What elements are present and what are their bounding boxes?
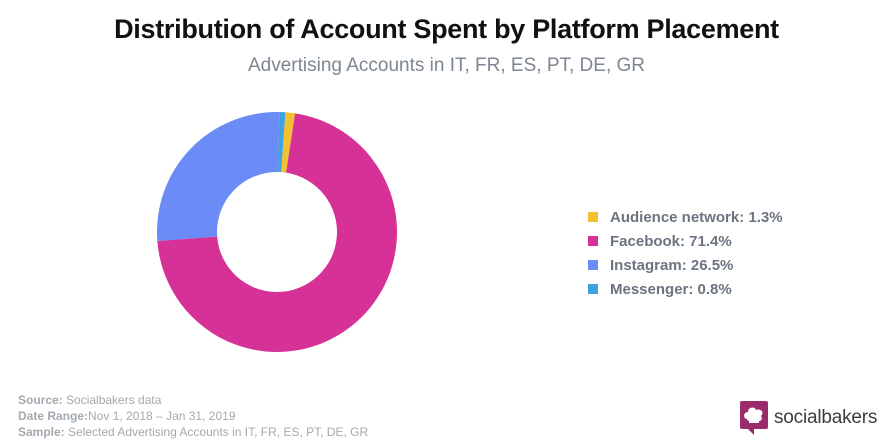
footer-date-value: Nov 1, 2018 – Jan 31, 2019 <box>88 409 236 423</box>
legend-item-messenger: Messenger: 0.8% <box>588 277 783 301</box>
footer-sample-label: Sample: <box>18 425 65 439</box>
legend-label: Audience network: 1.3% <box>610 208 783 226</box>
donut-slice-instagram <box>157 111 280 241</box>
chart-footer: Source: Socialbakers data Date Range:Nov… <box>18 392 368 440</box>
chart-legend: Audience network: 1.3% Facebook: 71.4% I… <box>588 205 783 301</box>
legend-label: Messenger: 0.8% <box>610 280 732 298</box>
legend-swatch <box>588 212 598 222</box>
legend-label: Instagram: 26.5% <box>610 256 734 274</box>
footer-date-label: Date Range: <box>18 409 89 423</box>
footer-sample-value: Selected Advertising Accounts in IT, FR,… <box>64 425 369 439</box>
chart-title: Distribution of Account Spent by Platfor… <box>114 14 779 44</box>
legend-item-audience-network: Audience network: 1.3% <box>588 205 783 229</box>
donut-slice-audience-network <box>281 112 296 173</box>
footer-source-value: Socialbakers data <box>62 393 162 407</box>
legend-item-instagram: Instagram: 26.5% <box>588 253 783 277</box>
footer-sample: Sample: Selected Advertising Accounts in… <box>18 424 368 440</box>
donut-slice-messenger <box>278 112 286 173</box>
legend-swatch <box>588 284 598 294</box>
brand-logo: socialbakers <box>740 401 877 435</box>
donut-slice-facebook <box>157 113 397 352</box>
footer-source-label: Source: <box>18 393 63 407</box>
footer-date-range: Date Range:Nov 1, 2018 – Jan 31, 2019 <box>18 408 368 424</box>
footer-source: Source: Socialbakers data <box>18 392 368 408</box>
legend-swatch <box>588 260 598 270</box>
chart-subtitle: Advertising Accounts in IT, FR, ES, PT, … <box>247 55 646 76</box>
brand-name: socialbakers <box>774 407 878 428</box>
chef-hat-icon <box>740 401 768 435</box>
legend-label: Facebook: 71.4% <box>610 232 732 250</box>
legend-swatch <box>588 236 598 246</box>
legend-item-facebook: Facebook: 71.4% <box>588 229 783 253</box>
